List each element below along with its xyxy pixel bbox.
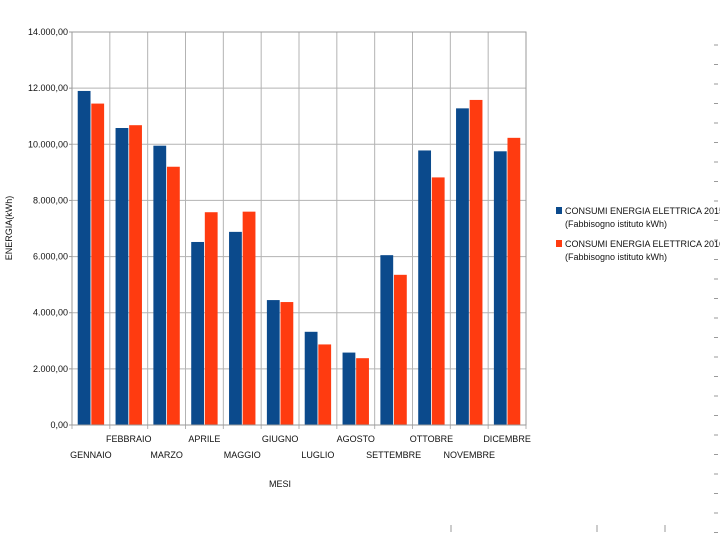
decorative-ticks — [450, 44, 718, 533]
x-tick-label: DICEMBRE — [483, 434, 531, 444]
bar-2015-gennaio — [77, 90, 91, 425]
x-tick-label: NOVEMBRE — [443, 450, 495, 460]
legend-label: CONSUMI ENERGIA ELETTRICA 2016 — [565, 239, 720, 249]
bar-2015-aprile — [191, 241, 205, 425]
bar-2016-aprile — [204, 212, 218, 425]
bar-2016-agosto — [356, 358, 369, 425]
x-tick-label: FEBBRAIO — [106, 434, 152, 444]
y-tick-label: 8.000,00 — [33, 195, 68, 205]
x-tick-label: GENNAIO — [70, 450, 112, 460]
bar-2016-febbraio — [129, 125, 142, 425]
bar-2016-luglio — [318, 344, 332, 425]
y-tick-label: 2.000,00 — [33, 364, 68, 374]
bar-2015-settembre — [380, 255, 394, 425]
bar-2015-maggio — [229, 231, 242, 425]
y-tick-label: 6.000,00 — [33, 252, 68, 262]
bar-2015-marzo — [153, 145, 167, 426]
bar-2016-marzo — [166, 166, 180, 425]
y-tick-label: 12.000,00 — [28, 83, 68, 93]
x-tick-label: SETTEMBRE — [366, 450, 421, 460]
bar-2016-gennaio — [91, 103, 105, 425]
y-tick-label: 0,00 — [50, 420, 68, 430]
y-axis-title: ENERGIA(kWh) — [4, 196, 14, 261]
legend-sublabel: (Fabbisogno istituto kWh) — [565, 219, 667, 229]
bar-2016-novembre — [469, 99, 483, 425]
bar-2015-luglio — [304, 331, 318, 425]
bar-2016-ottobre — [431, 177, 445, 425]
x-tick-label: LUGLIO — [301, 450, 334, 460]
x-tick-label: GIUGNO — [262, 434, 299, 444]
bar-2016-maggio — [242, 211, 256, 425]
bar-2015-ottobre — [418, 150, 432, 425]
x-tick-label: APRILE — [188, 434, 220, 444]
legend: CONSUMI ENERGIA ELETTRICA 2015 (Fabbisogn… — [556, 206, 720, 262]
axes — [69, 31, 527, 426]
bar-2016-giugno — [280, 302, 294, 425]
legend-swatch-2016 — [556, 240, 562, 247]
legend-swatch-2015 — [556, 207, 562, 214]
bar-2015-dicembre — [493, 151, 507, 425]
bar-2015-novembre — [456, 108, 469, 426]
bar-2016-settembre — [393, 274, 407, 425]
x-tick-label: MARZO — [150, 450, 183, 460]
bar-2015-agosto — [342, 352, 356, 425]
plot-frame — [71, 31, 527, 426]
x-tick-label: MAGGIO — [224, 450, 261, 460]
gridlines — [71, 31, 527, 429]
y-tick-label: 4.000,00 — [33, 308, 68, 318]
y-tick-label: 10.000,00 — [28, 139, 68, 149]
y-tick-label: 14.000,00 — [28, 27, 68, 37]
bar-2016-dicembre — [507, 137, 521, 425]
bars — [77, 90, 521, 426]
x-axis-title: MESI — [269, 479, 291, 489]
bar-2015-giugno — [266, 300, 280, 425]
legend-label: CONSUMI ENERGIA ELETTRICA 2015 — [565, 206, 720, 216]
x-tick-label: OTTOBRE — [410, 434, 453, 444]
axis-labels: 0,00 2.000,00 4.000,00 6.000,00 8.000,00 10.0… — [28, 27, 531, 460]
x-tick-label: AGOSTO — [337, 434, 375, 444]
bar-2015-febbraio — [115, 128, 129, 426]
legend-sublabel: (Fabbisogno istituto kWh) — [565, 252, 667, 262]
